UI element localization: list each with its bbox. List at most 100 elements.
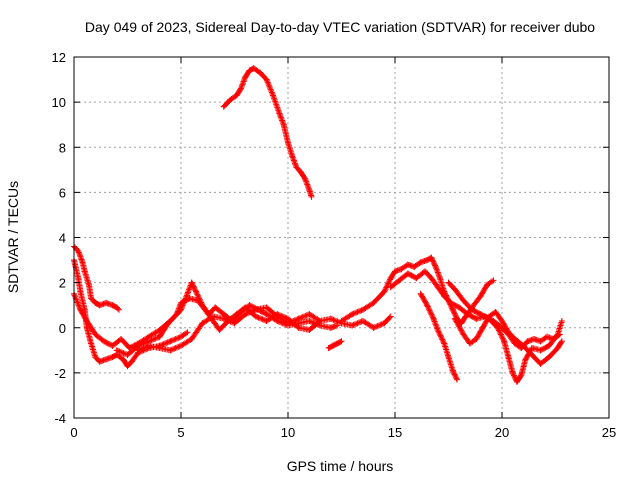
data-point <box>558 317 565 324</box>
data-point <box>295 315 302 322</box>
data-point <box>184 290 191 297</box>
data-point <box>115 306 122 313</box>
data-point <box>484 281 491 288</box>
data-point <box>436 275 443 282</box>
series-band-marker <box>378 321 385 328</box>
series-band-marker <box>76 303 83 310</box>
series-band-marker <box>385 280 392 287</box>
data-point <box>178 342 184 349</box>
data-point <box>432 263 439 270</box>
data-point <box>473 315 480 322</box>
series-band-marker <box>171 345 178 352</box>
series-band-marker <box>169 337 176 344</box>
series-band-marker <box>482 284 489 291</box>
series-band-marker <box>427 310 434 317</box>
series-band-marker <box>74 299 81 306</box>
series-band-marker <box>148 337 155 344</box>
series-band-marker <box>240 79 247 86</box>
series-band-marker <box>438 333 445 340</box>
series-band-marker <box>297 315 304 322</box>
data-point <box>156 333 163 340</box>
series-band-marker <box>140 345 147 352</box>
data-point <box>451 315 458 322</box>
series-band-marker <box>353 320 360 327</box>
series-band-marker <box>168 337 175 344</box>
series-band-marker <box>500 320 507 327</box>
series-band-marker <box>454 320 461 327</box>
data-point <box>263 311 270 318</box>
series-band-marker <box>224 317 231 324</box>
data-point <box>424 257 431 264</box>
series-band-marker <box>457 326 464 333</box>
series-band-marker <box>291 317 298 324</box>
data-point <box>528 351 535 358</box>
series-band-marker <box>416 260 423 267</box>
series-band-marker <box>479 326 486 333</box>
data-point <box>464 311 471 318</box>
series-band-marker <box>176 304 183 311</box>
data-point <box>188 279 195 286</box>
series-band-marker <box>433 322 440 329</box>
series-band-marker <box>483 318 490 325</box>
series-band-marker <box>276 111 283 118</box>
series-band-marker <box>173 335 180 342</box>
data-point <box>297 169 304 176</box>
series-band-marker <box>351 321 358 328</box>
series-band-marker <box>307 318 314 325</box>
series-band-marker <box>175 306 182 313</box>
series-band-marker <box>175 334 182 341</box>
series-band-marker <box>120 350 127 357</box>
series-band-marker <box>459 328 466 335</box>
data-point <box>387 284 394 291</box>
data-point <box>186 295 193 302</box>
data-point <box>381 320 388 327</box>
data-point <box>327 315 334 322</box>
series-band-marker <box>456 324 463 331</box>
series-band-marker <box>523 355 530 362</box>
series-band-marker <box>77 255 84 262</box>
series-band-marker <box>424 303 431 310</box>
series-band-marker <box>481 322 488 329</box>
series-band-marker <box>330 316 337 323</box>
series-band-marker <box>371 324 378 331</box>
series-band-marker <box>451 310 458 317</box>
data-point <box>537 360 544 367</box>
data-point <box>349 311 356 318</box>
series-band-marker <box>421 298 428 305</box>
series-band-marker <box>510 372 517 379</box>
data-point <box>528 345 535 352</box>
series-band-marker <box>350 310 357 317</box>
chart-title: Day 049 of 2023, Sidereal Day-to-day VTE… <box>85 19 595 35</box>
data-point <box>145 342 152 349</box>
data-point <box>220 103 227 110</box>
series-band-marker <box>139 345 146 352</box>
data-point <box>77 306 84 313</box>
series-band-marker <box>386 314 393 321</box>
series-band-marker <box>450 307 457 314</box>
data-point <box>118 336 125 343</box>
data-point <box>434 327 441 334</box>
series-band-marker <box>434 268 441 275</box>
data-point <box>492 308 499 315</box>
data-point <box>246 67 253 74</box>
series-band-marker <box>451 370 458 377</box>
data-point <box>447 299 454 306</box>
data-point <box>338 338 345 345</box>
data-point <box>242 311 249 318</box>
series-band-marker <box>175 305 182 312</box>
series-band-marker <box>435 272 442 279</box>
series-band-marker <box>75 302 82 309</box>
series-band-marker <box>227 318 234 325</box>
series-band-marker <box>496 328 503 335</box>
series-band-marker <box>79 310 86 317</box>
series-band-marker <box>329 316 336 323</box>
series-band-marker <box>291 160 298 167</box>
series-band-marker <box>503 326 510 333</box>
series-band-marker <box>481 286 488 293</box>
series-band-marker <box>451 309 458 316</box>
data-point <box>413 275 420 282</box>
series-band-marker <box>432 262 439 269</box>
data-point <box>167 338 174 345</box>
data-point <box>473 336 480 343</box>
series-band-marker <box>477 328 484 335</box>
